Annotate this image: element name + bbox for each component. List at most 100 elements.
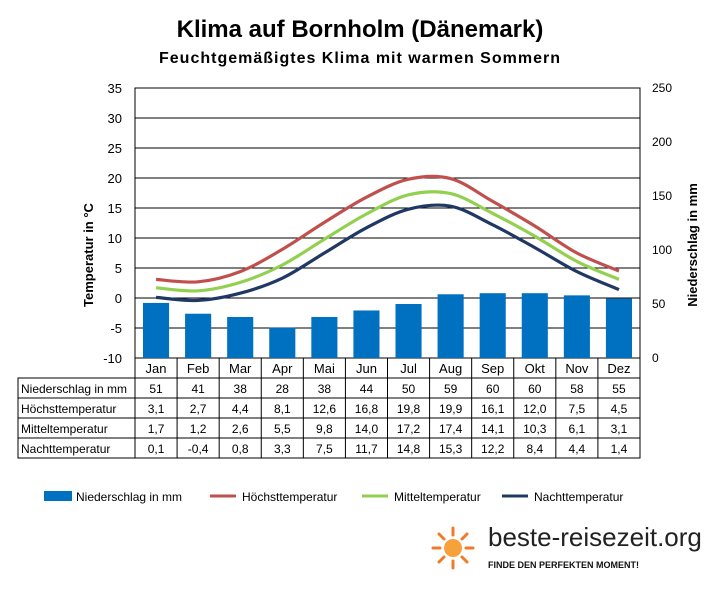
- table-cell: 50: [402, 382, 416, 396]
- table-cell: 19,9: [439, 402, 463, 416]
- table-cell: 3,3: [274, 442, 291, 456]
- table-cell: 7,5: [316, 442, 333, 456]
- table-cell: 19,8: [397, 402, 421, 416]
- table-row-header: Niederschlag in mm: [21, 382, 127, 396]
- y-left-tick-label: 15: [108, 201, 122, 216]
- table-cell: 10,3: [523, 422, 547, 436]
- precip-bar: [563, 295, 590, 358]
- y-left-tick-label: 30: [108, 111, 122, 126]
- y-right-tick-label: 50: [652, 297, 666, 311]
- x-category-label: Jun: [356, 361, 377, 376]
- x-category-label: Jul: [400, 361, 417, 376]
- precip-bar: [311, 316, 338, 358]
- legend-label: Höchsttemperatur: [242, 490, 337, 504]
- table-cell: 14,8: [397, 442, 421, 456]
- table-cell: 28: [276, 382, 290, 396]
- table-cell: 3,1: [148, 402, 165, 416]
- x-category-label: Jan: [146, 361, 167, 376]
- y-right-tick-label: 200: [652, 135, 672, 149]
- table-cell: 2,7: [190, 402, 207, 416]
- temperature-line: [155, 174, 620, 284]
- table-cell: 55: [612, 382, 626, 396]
- table-cell: 59: [444, 382, 458, 396]
- precip-bar: [269, 327, 296, 358]
- table-cell: 44: [360, 382, 374, 396]
- x-category-label: Mai: [314, 361, 335, 376]
- y-left-tick-label: 35: [108, 81, 122, 96]
- table-cell: -0,4: [188, 442, 209, 456]
- table-cell: 38: [318, 382, 332, 396]
- table-cell: 12,0: [523, 402, 547, 416]
- x-category-label: Sep: [481, 361, 504, 376]
- chart-title: Klima auf Bornholm (Dänemark): [176, 16, 544, 43]
- y-right-axis-label: Niederschlag in mm: [685, 183, 700, 307]
- precip-bar: [479, 293, 506, 358]
- x-category-label: Apr: [272, 361, 293, 376]
- table-cell: 17,4: [439, 422, 463, 436]
- x-category-label: Feb: [187, 361, 209, 376]
- table-cell: 0,1: [148, 442, 165, 456]
- precip-bar: [437, 294, 464, 358]
- x-category-label: Okt: [525, 361, 546, 376]
- table-cell: 14,1: [481, 422, 505, 436]
- y-left-tick-label: -10: [103, 351, 122, 366]
- table-cell: 38: [234, 382, 248, 396]
- table-cell: 8,4: [526, 442, 543, 456]
- temperature-line: [155, 190, 620, 293]
- table-cell: 7,5: [569, 402, 586, 416]
- legend-swatch-precip: [44, 491, 72, 501]
- table-row-header: Höchsttemperatur: [21, 402, 116, 416]
- table-cell: 14,0: [355, 422, 379, 436]
- table-cell: 1,4: [611, 442, 628, 456]
- table-cell: 60: [486, 382, 500, 396]
- table-cell: 0,8: [232, 442, 249, 456]
- y-left-tick-label: 25: [108, 141, 122, 156]
- table-row-header: Mitteltemperatur: [21, 422, 108, 436]
- y-right-tick-label: 0: [652, 351, 659, 365]
- precip-bar: [395, 304, 422, 358]
- table-cell: 51: [149, 382, 163, 396]
- y-left-tick-label: 0: [115, 291, 122, 306]
- y-right-tick-label: 250: [652, 81, 672, 95]
- table-cell: 4,4: [232, 402, 249, 416]
- chart-subtitle: Feuchtgemäßigtes Klima mit warmen Sommer…: [159, 50, 561, 67]
- table-cell: 17,2: [397, 422, 421, 436]
- logo-wordmark: beste-reisezeit.org: [488, 522, 702, 552]
- y-left-axis-label: Temperatur in °C: [81, 202, 96, 307]
- table-cell: 60: [528, 382, 542, 396]
- table-cell: 41: [191, 382, 205, 396]
- x-category-label: Aug: [439, 361, 462, 376]
- y-left-tick-label: -5: [110, 321, 122, 336]
- table-cell: 12,6: [313, 402, 337, 416]
- table-cell: 5,5: [274, 422, 291, 436]
- table-cell: 16,8: [355, 402, 379, 416]
- table-cell: 2,6: [232, 422, 249, 436]
- table-cell: 1,7: [148, 422, 165, 436]
- table-cell: 1,2: [190, 422, 207, 436]
- precip-bar: [227, 316, 254, 358]
- table-cell: 58: [570, 382, 584, 396]
- table-cell: 15,3: [439, 442, 463, 456]
- table-cell: 6,1: [569, 422, 586, 436]
- y-left-tick-label: 5: [115, 261, 122, 276]
- precip-bar: [521, 293, 548, 358]
- table-cell: 8,1: [274, 402, 291, 416]
- logo-tagline: FINDE DEN PERFEKTEN MOMENT!: [488, 560, 640, 570]
- precip-bar: [353, 310, 380, 358]
- x-category-label: Dez: [607, 361, 630, 376]
- y-left-tick-label: 20: [108, 171, 122, 186]
- temperature-line: [155, 203, 620, 303]
- legend-label: Niederschlag in mm: [76, 490, 182, 504]
- legend-label: Nachttemperatur: [534, 490, 623, 504]
- y-right-tick-label: 150: [652, 189, 672, 203]
- x-category-label: Mar: [229, 361, 252, 376]
- table-cell: 9,8: [316, 422, 333, 436]
- table-cell: 4,4: [569, 442, 586, 456]
- table-cell: 16,1: [481, 402, 505, 416]
- table-cell: 12,2: [481, 442, 505, 456]
- table-cell: 3,1: [611, 422, 628, 436]
- y-right-tick-label: 100: [652, 243, 672, 257]
- precip-bar: [605, 298, 633, 358]
- table-cell: 4,5: [611, 402, 628, 416]
